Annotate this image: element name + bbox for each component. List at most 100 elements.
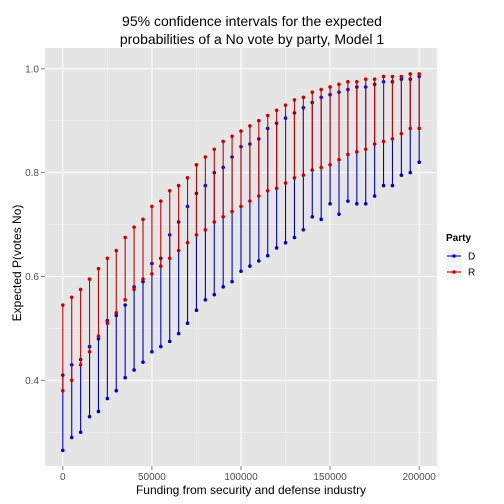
interval-lower-point-D [78,430,83,435]
interval-lower-point-R [248,199,252,203]
interval-lower-point-R [203,227,208,232]
legend-label-D: D [468,252,475,263]
x-tick-label: 0 [60,472,66,483]
interval-lower-point-D [87,414,92,419]
y-tick-label: 0.4 [25,376,39,387]
interval-lower-point-R [176,248,181,253]
interval-lower-point-R [381,139,386,144]
interval-lower-point-R [346,152,350,157]
interval-lower-point-D [141,360,145,364]
interval-upper-point-R [283,103,288,107]
series-R [61,72,421,393]
interval-lower-point-D [123,375,127,380]
interval-lower-point-R [69,378,74,383]
interval-upper-point-R [248,124,252,128]
interval-lower-point-D [194,308,199,313]
interval-lower-point-D [417,160,421,165]
interval-upper-point-R [176,183,181,188]
interval-lower-point-R [274,186,279,190]
interval-lower-point-R [123,298,127,302]
interval-lower-point-D [176,331,181,336]
interval-lower-point-D [408,170,413,175]
interval-lower-point-D [265,253,270,258]
interval-upper-point-R [355,79,359,84]
interval-upper-point-R [203,155,208,159]
x-axis-ticks: 0 50000 100000 150000 200000 [60,466,436,483]
interval-lower-point-D [292,235,297,240]
interval-lower-point-R [159,264,163,268]
interval-lower-point-R [310,168,315,172]
interval-lower-point-R [355,150,359,154]
legend-key-point [452,254,456,258]
interval-upper-point-R [96,266,101,271]
interval-lower-point-R [239,204,243,209]
interval-lower-point-D [185,321,190,326]
interval-lower-point-R [230,209,234,214]
chart-title-line-1: 95% confidence intervals for the expecte… [122,13,382,29]
y-tick-label: 0.6 [25,272,39,283]
interval-upper-point-R [105,256,110,261]
interval-lower-point-R [372,142,377,146]
interval-upper-point-R [159,199,163,203]
y-axis-title: Expected P(votes No) [10,205,24,322]
legend-key-point [452,270,456,274]
interval-lower-point-R [417,126,421,131]
x-axis-title: Funding from security and defense indust… [136,483,366,497]
interval-upper-point-R [399,74,404,79]
interval-lower-point-D [132,368,136,372]
interval-lower-point-R [257,194,261,198]
interval-lower-point-R [265,188,270,193]
interval-upper-point-R [319,87,323,92]
interval-upper-point-R [230,134,234,139]
x-tick-label: 100000 [224,472,258,483]
y-axis-ticks: 0.4 0.6 0.8 1.0 [25,64,45,387]
interval-upper-point-R [87,277,92,281]
interval-lower-point-R [292,176,297,180]
interval-lower-point-D [390,183,395,188]
interval-lower-point-R [87,349,92,354]
interval-lower-point-R [150,272,154,276]
interval-upper-point-R [265,113,270,118]
legend-key-D [445,247,463,265]
interval-upper-point-R [346,79,350,84]
interval-lower-point-R [194,233,199,237]
interval-lower-point-D [319,217,323,222]
interval-lower-point-D [230,279,234,284]
interval-lower-point-R [167,256,172,261]
interval-lower-point-D [150,349,154,354]
interval-lower-point-D [96,409,101,414]
interval-upper-point-R [363,77,368,81]
interval-lower-point-D [114,388,119,393]
interval-lower-point-D [61,448,65,453]
interval-upper-point-R [372,77,377,81]
chart-title: 95% confidence intervals for the expecte… [120,13,385,47]
interval-upper-point-R [150,204,154,209]
interval-upper-point-R [310,90,315,94]
chart-title-line-2: probabilities of a No vote by party, Mod… [120,31,385,47]
interval-lower-point-D [283,240,288,245]
interval-lower-point-R [61,388,65,393]
interval-upper-point-R [337,82,341,87]
interval-upper-point-R [141,217,145,222]
interval-upper-point-R [239,129,243,133]
interval-lower-point-D [221,285,225,289]
interval-upper-point-R [390,74,395,79]
interval-lower-point-D [274,246,279,250]
legend-key-R [445,263,463,281]
interval-upper-point-R [301,95,306,100]
interval-lower-point-R [399,131,404,136]
x-tick-label: 150000 [313,472,347,483]
interval-lower-point-D [203,298,208,302]
interval-lower-point-D [105,396,110,401]
interval-upper-point-R [61,303,65,307]
interval-lower-point-R [185,240,190,245]
interval-lower-point-D [328,201,332,206]
interval-lower-point-R [283,181,288,185]
interval-upper-point-R [257,118,261,123]
interval-lower-point-R [319,165,323,170]
interval-lower-point-D [355,201,359,206]
interval-upper-point-R [408,72,413,76]
legend-label-R: R [468,268,475,279]
interval-upper-point-R [417,72,421,76]
